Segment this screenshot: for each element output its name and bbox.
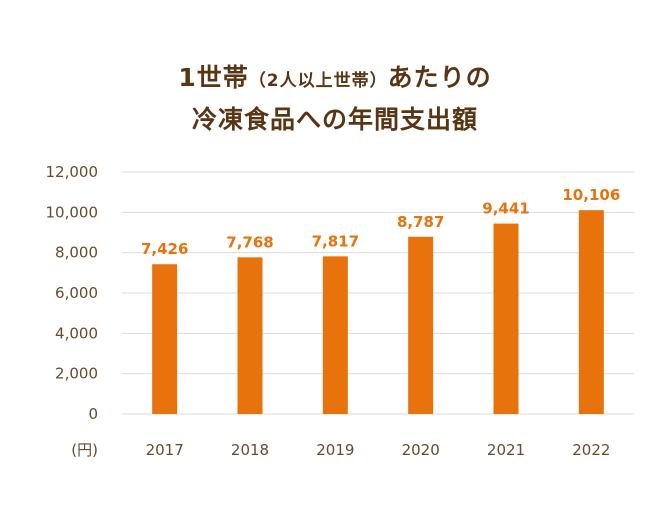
y-tick-label: 2,000 bbox=[55, 365, 98, 383]
bar bbox=[408, 236, 434, 414]
x-tick-label: 2017 bbox=[146, 441, 184, 459]
x-tick-label: 2022 bbox=[572, 441, 610, 459]
data-label: 7,817 bbox=[312, 232, 359, 250]
title-main: 1世帯 bbox=[178, 63, 249, 92]
title-tail: あたりの bbox=[387, 63, 492, 92]
bar bbox=[237, 257, 263, 414]
bar bbox=[578, 210, 604, 414]
x-tick-label: 2021 bbox=[487, 441, 525, 459]
y-tick-label: 10,000 bbox=[46, 203, 99, 221]
x-tick-label: 2019 bbox=[316, 441, 354, 459]
bar bbox=[152, 264, 178, 414]
data-label: 7,426 bbox=[141, 240, 188, 258]
chart-title-line-1: 1世帯（2人以上世帯）あたりの bbox=[0, 58, 670, 94]
title-parenthetical: （2人以上世帯） bbox=[248, 71, 388, 91]
y-tick-label: 4,000 bbox=[55, 324, 98, 342]
data-label: 8,787 bbox=[397, 213, 444, 231]
data-label: 9,441 bbox=[482, 200, 529, 218]
data-label: 10,106 bbox=[562, 186, 620, 204]
bar bbox=[322, 256, 348, 414]
chart-title-line-2: 冷凍食品への年間支出額 bbox=[191, 105, 478, 134]
bar bbox=[493, 223, 519, 414]
x-tick-label: 2018 bbox=[231, 441, 269, 459]
x-tick-label: 2020 bbox=[402, 441, 440, 459]
y-axis-unit-label: (円) bbox=[71, 441, 98, 459]
y-tick-label: 8,000 bbox=[55, 244, 98, 262]
data-label: 7,768 bbox=[226, 233, 273, 251]
y-tick-label: 12,000 bbox=[46, 163, 99, 181]
y-tick-label: 0 bbox=[88, 405, 98, 423]
y-tick-label: 6,000 bbox=[55, 284, 98, 302]
